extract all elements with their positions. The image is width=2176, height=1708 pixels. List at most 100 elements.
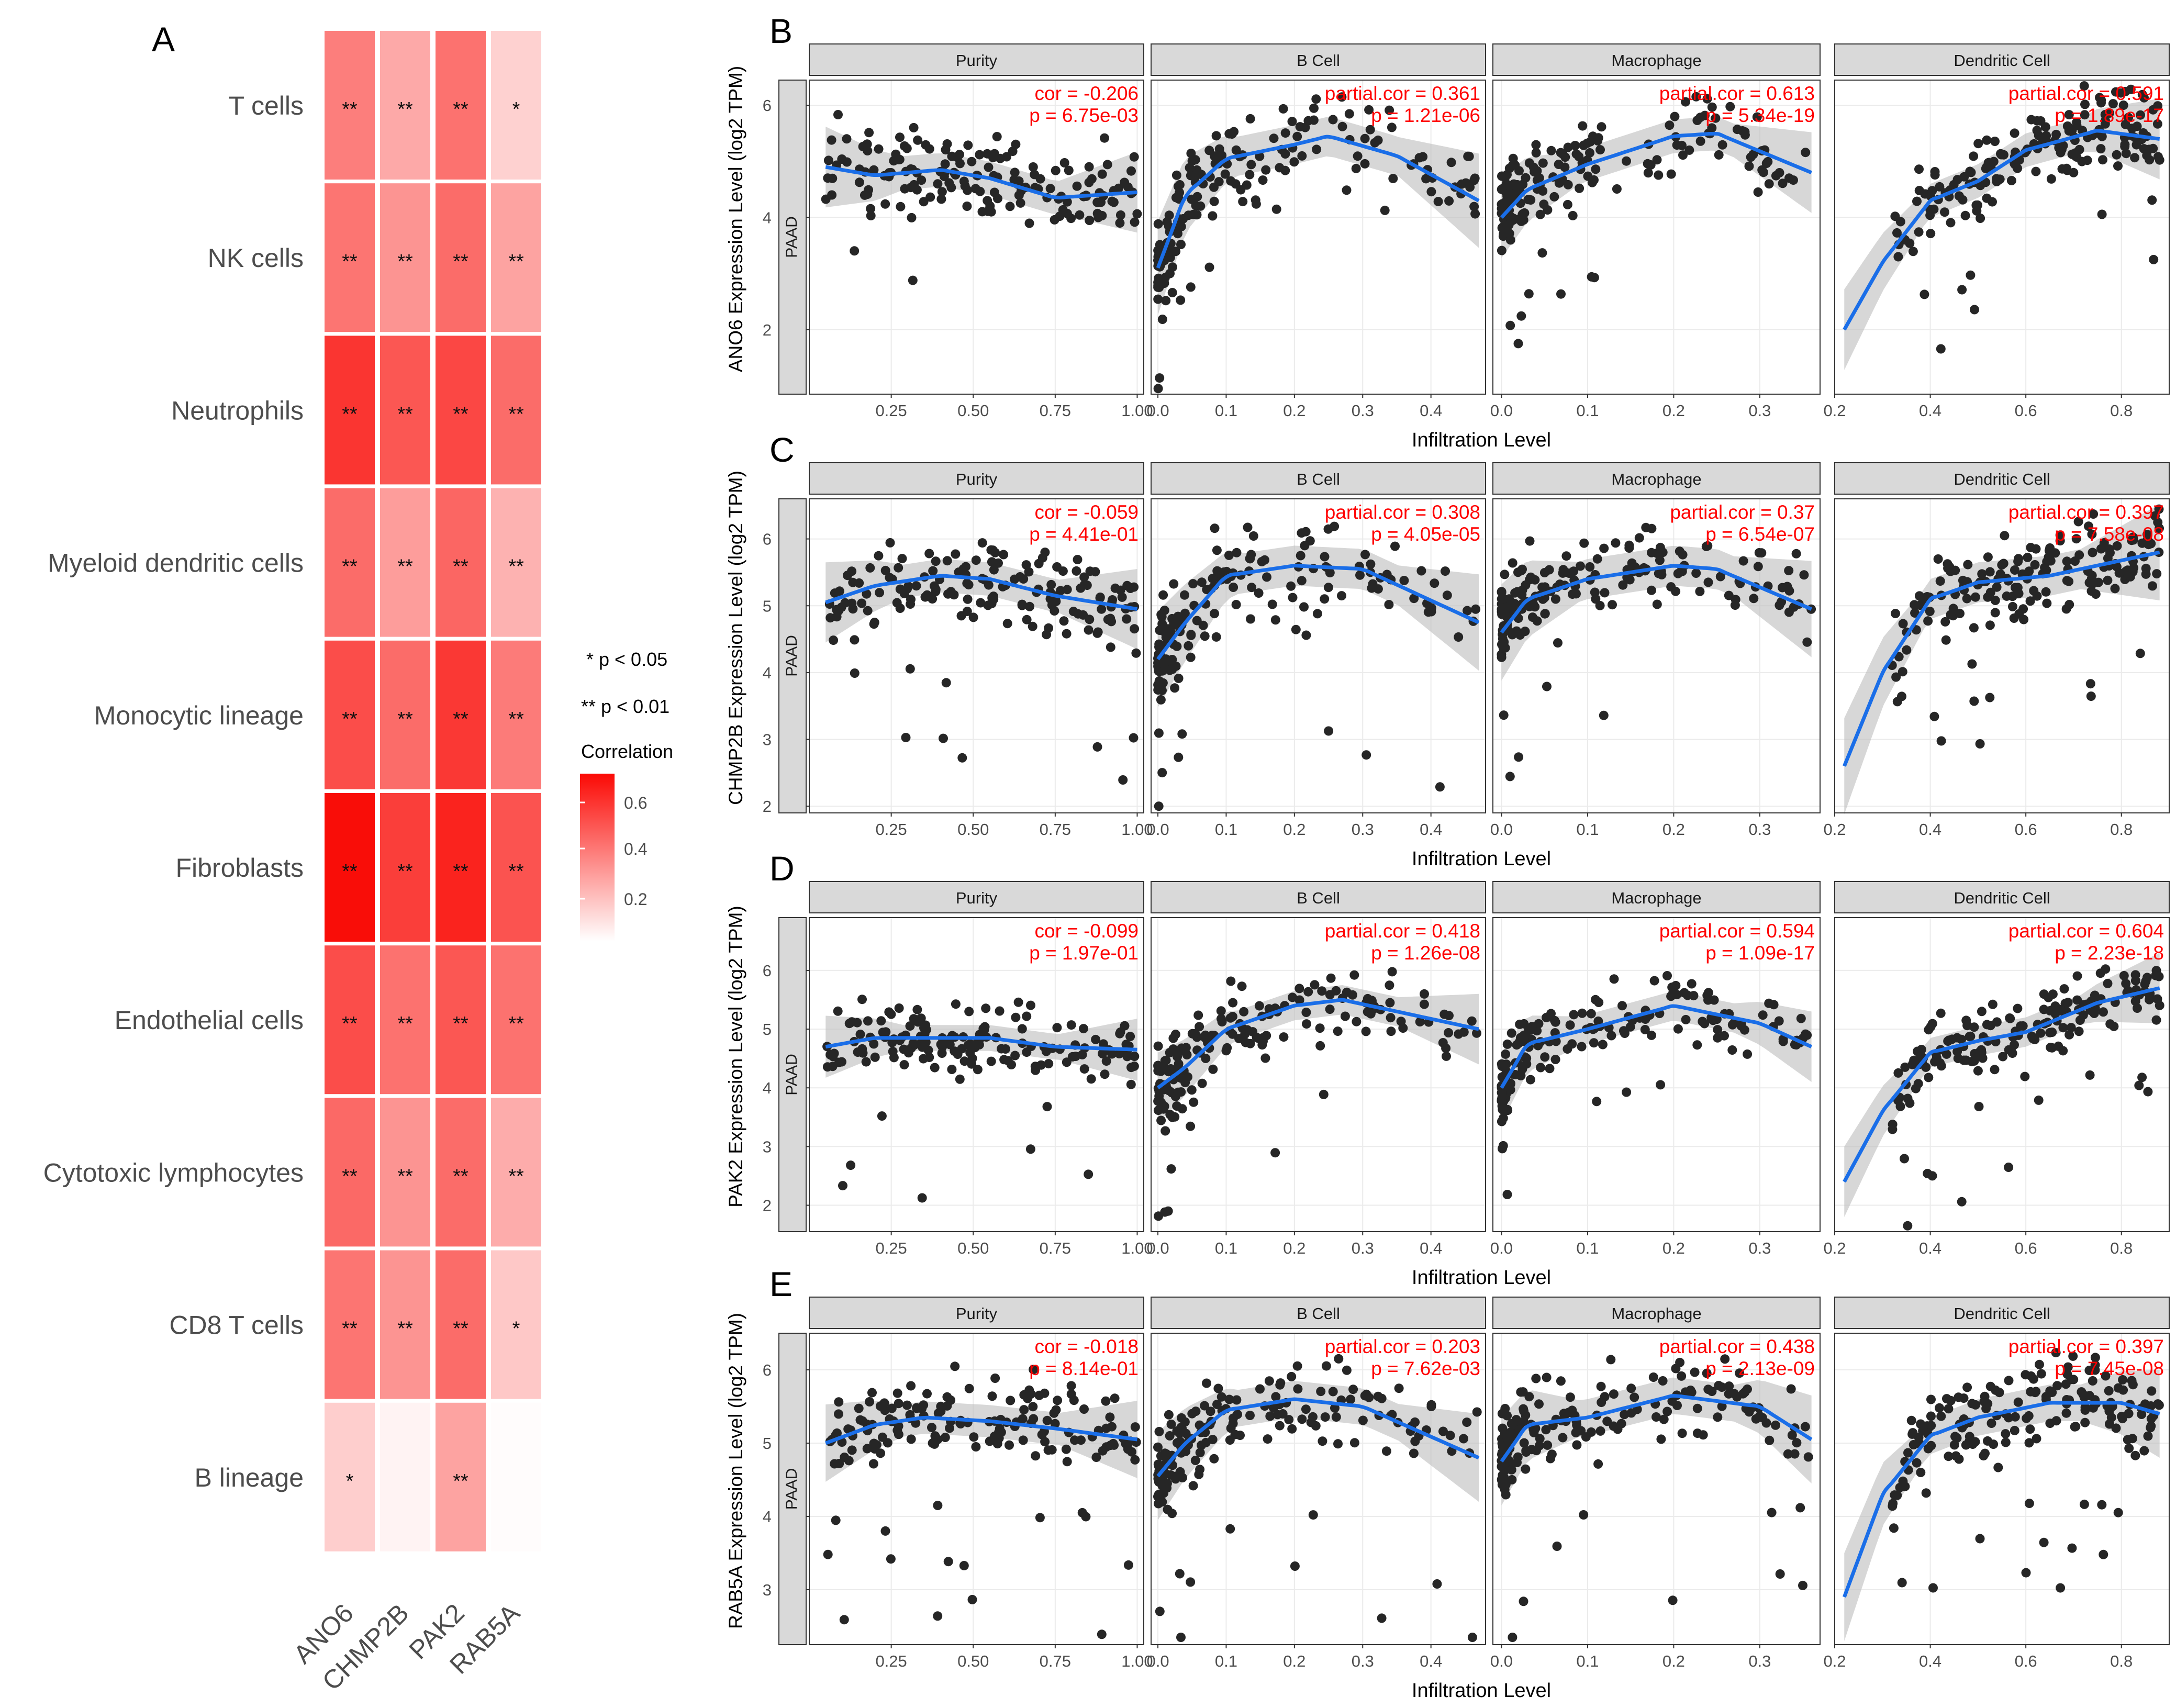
data-point (1030, 1062, 1040, 1071)
data-point (1711, 113, 1721, 123)
data-point (907, 213, 917, 222)
data-point (2032, 1434, 2041, 1444)
significance-mark: ** (453, 1470, 468, 1492)
data-point (1287, 117, 1297, 127)
data-point (1297, 528, 1307, 538)
data-point (862, 139, 872, 149)
data-point (1574, 152, 1584, 161)
data-point (1159, 627, 1169, 637)
data-point (1333, 1439, 1343, 1449)
correlation-label: partial.cor = 0.594 (1659, 920, 1815, 942)
data-point (1333, 1026, 1343, 1036)
data-point (1055, 211, 1065, 221)
data-point (951, 549, 961, 559)
data-point (1202, 1378, 1211, 1388)
data-point (2073, 517, 2083, 527)
data-point (905, 1410, 915, 1420)
data-point (1164, 1410, 1174, 1420)
data-point (1005, 202, 1015, 211)
data-point (1572, 1420, 1582, 1430)
data-point (1062, 629, 1072, 639)
data-point (1531, 1374, 1541, 1383)
significance-mark: ** (397, 1318, 413, 1340)
data-point (1317, 986, 1327, 996)
y-tick-label: 5 (763, 1020, 772, 1039)
data-point (1153, 685, 1163, 695)
data-point (1385, 998, 1395, 1008)
data-point (1753, 562, 1763, 572)
data-point (887, 1403, 897, 1413)
x-tick-label: 0.4 (1420, 401, 1442, 420)
data-point (1130, 217, 1140, 227)
data-point (1160, 1126, 1170, 1136)
data-point (1577, 1042, 1587, 1052)
data-point (1673, 1024, 1683, 1034)
data-point (1985, 693, 1995, 702)
data-point (1498, 643, 1508, 653)
data-point (1028, 1402, 1038, 1412)
data-point (1969, 623, 1979, 633)
data-point (1257, 557, 1267, 566)
panel-letter-d: D (769, 849, 795, 888)
data-point (848, 604, 858, 614)
x-tick-label: 0.1 (1576, 1239, 1599, 1257)
x-tick-label: 0.4 (1420, 1652, 1442, 1670)
data-point (1010, 574, 1020, 584)
data-point (1656, 1434, 1666, 1444)
data-point (1155, 373, 1165, 383)
data-point (1292, 1361, 1302, 1371)
data-point (1064, 165, 1074, 175)
facet-strip (1151, 1297, 1486, 1329)
data-point (1666, 169, 1676, 179)
data-point (857, 1416, 867, 1426)
data-point (1504, 594, 1514, 604)
data-point (1505, 772, 1515, 782)
data-point (1500, 608, 1510, 618)
data-point (1923, 616, 1933, 626)
facet-title: Dendritic Cell (1954, 51, 2050, 70)
data-point (1936, 1411, 1946, 1421)
data-point (1189, 1097, 1199, 1107)
data-point (1801, 148, 1811, 158)
data-point (1387, 122, 1397, 132)
data-point (2064, 576, 2074, 586)
data-point (2155, 523, 2164, 533)
data-point (1549, 192, 1559, 202)
data-point (895, 132, 905, 142)
data-point (1593, 1459, 1603, 1469)
data-point (1497, 652, 1507, 662)
data-point (1197, 1441, 1207, 1450)
data-point (2146, 1401, 2156, 1411)
data-point (1522, 1059, 1532, 1069)
data-point (2010, 160, 2020, 170)
x-tick-label: 0.0 (1146, 1652, 1169, 1670)
data-point (1521, 1410, 1531, 1420)
data-point (1446, 158, 1456, 168)
data-point (1893, 252, 1903, 262)
data-point (2030, 560, 2040, 570)
data-point (865, 1397, 875, 1406)
data-point (1269, 133, 1279, 143)
data-point (1643, 168, 1653, 178)
data-point (1157, 768, 1167, 778)
data-point (1600, 1392, 1610, 1402)
data-point (1504, 1456, 1514, 1466)
plot-border (1834, 80, 2170, 395)
data-point (1239, 1007, 1249, 1017)
data-point (924, 1053, 934, 1063)
data-point (1595, 600, 1605, 610)
significance-mark: ** (453, 98, 468, 120)
data-point (1516, 1387, 1526, 1397)
data-point (1691, 568, 1701, 578)
data-point (1524, 289, 1534, 299)
data-point (2152, 119, 2162, 129)
y-tick-label: 6 (763, 962, 772, 980)
data-point (843, 571, 852, 581)
data-point (2124, 113, 2134, 122)
data-point (1992, 582, 2002, 592)
data-point (2110, 584, 2120, 594)
data-point (827, 190, 837, 200)
x-tick-label: 0.2 (1662, 1239, 1685, 1257)
row-label: Fibroblasts (175, 853, 304, 883)
x-tick-label: 0.4 (1919, 401, 1941, 420)
